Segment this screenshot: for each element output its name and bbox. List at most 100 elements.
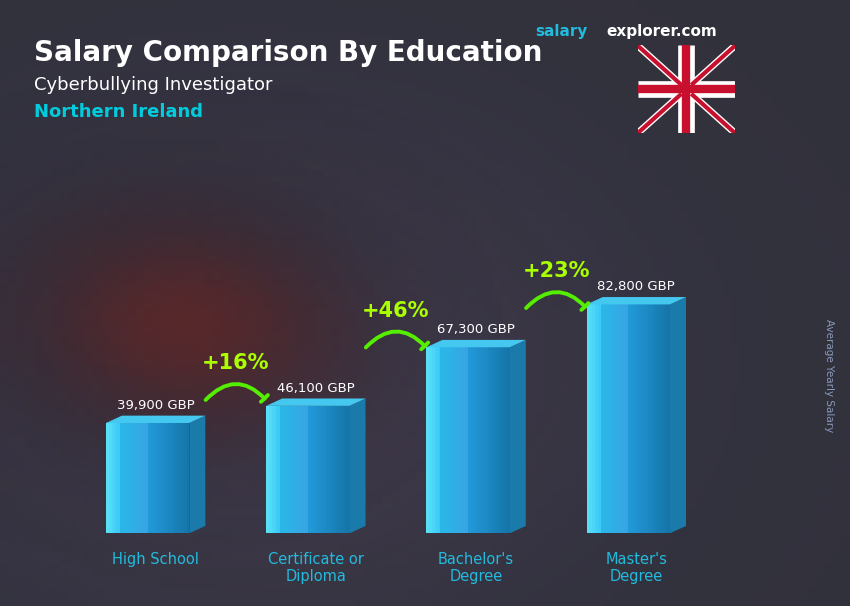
Text: 82,800 GBP: 82,800 GBP xyxy=(598,280,675,293)
Bar xyxy=(427,347,429,533)
Text: Certificate or
Diploma: Certificate or Diploma xyxy=(268,551,364,584)
Bar xyxy=(106,423,109,533)
Bar xyxy=(175,423,178,533)
Bar xyxy=(639,304,643,533)
Bar xyxy=(272,406,275,533)
Polygon shape xyxy=(190,416,206,533)
Bar xyxy=(117,423,120,533)
Bar xyxy=(305,406,308,533)
Bar xyxy=(451,347,454,533)
Bar xyxy=(164,423,167,533)
Bar xyxy=(126,423,128,533)
Text: 46,100 GBP: 46,100 GBP xyxy=(277,382,354,395)
Bar xyxy=(460,347,462,533)
Bar xyxy=(634,304,637,533)
Bar xyxy=(325,406,327,533)
Bar xyxy=(502,347,504,533)
Text: Northern Ireland: Northern Ireland xyxy=(34,103,203,121)
Bar xyxy=(654,304,656,533)
Bar xyxy=(283,406,286,533)
Bar xyxy=(139,423,142,533)
Bar xyxy=(438,347,440,533)
Bar xyxy=(468,347,471,533)
Bar xyxy=(280,406,283,533)
Bar xyxy=(156,423,159,533)
Polygon shape xyxy=(510,340,526,533)
Bar xyxy=(330,406,333,533)
Polygon shape xyxy=(427,340,526,347)
Bar xyxy=(601,304,603,533)
Bar xyxy=(338,406,341,533)
Bar xyxy=(288,406,292,533)
Bar xyxy=(471,347,473,533)
Text: 67,300 GBP: 67,300 GBP xyxy=(437,323,515,336)
Bar xyxy=(186,423,190,533)
Bar xyxy=(266,406,269,533)
Bar xyxy=(122,423,126,533)
Bar xyxy=(333,406,336,533)
Text: salary: salary xyxy=(536,24,588,39)
Bar xyxy=(631,304,634,533)
Text: Cyberbullying Investigator: Cyberbullying Investigator xyxy=(34,76,273,94)
Bar xyxy=(645,304,648,533)
Bar xyxy=(153,423,156,533)
Bar xyxy=(443,347,446,533)
Bar xyxy=(322,406,325,533)
Text: +46%: +46% xyxy=(362,301,430,321)
Bar xyxy=(128,423,131,533)
Bar xyxy=(292,406,294,533)
Bar xyxy=(648,304,650,533)
Bar xyxy=(446,347,449,533)
Bar xyxy=(586,304,589,533)
Bar xyxy=(609,304,612,533)
Bar xyxy=(142,423,145,533)
Bar xyxy=(308,406,310,533)
Bar xyxy=(159,423,162,533)
Bar xyxy=(133,423,137,533)
Text: Salary Comparison By Education: Salary Comparison By Education xyxy=(34,39,542,67)
Bar xyxy=(432,347,434,533)
Bar xyxy=(275,406,277,533)
Bar xyxy=(484,347,488,533)
Bar xyxy=(449,347,451,533)
Bar xyxy=(167,423,170,533)
Bar xyxy=(493,347,496,533)
Bar xyxy=(457,347,460,533)
Bar xyxy=(114,423,117,533)
Bar xyxy=(440,347,443,533)
Text: Bachelor's
Degree: Bachelor's Degree xyxy=(438,551,514,584)
Bar xyxy=(604,304,606,533)
Bar xyxy=(336,406,338,533)
Polygon shape xyxy=(670,297,686,533)
Bar xyxy=(131,423,133,533)
Bar xyxy=(269,406,272,533)
Bar xyxy=(310,406,314,533)
Bar xyxy=(589,304,592,533)
Bar xyxy=(612,304,615,533)
Bar xyxy=(490,347,493,533)
Bar xyxy=(606,304,609,533)
Bar xyxy=(148,423,150,533)
Bar xyxy=(434,347,438,533)
Text: +16%: +16% xyxy=(202,353,269,373)
Bar xyxy=(592,304,595,533)
Bar xyxy=(344,406,347,533)
Text: +23%: +23% xyxy=(523,261,590,281)
Bar xyxy=(294,406,297,533)
Bar xyxy=(623,304,626,533)
Bar xyxy=(327,406,330,533)
Bar xyxy=(665,304,667,533)
Text: explorer.com: explorer.com xyxy=(606,24,717,39)
Bar xyxy=(184,423,186,533)
Bar xyxy=(314,406,316,533)
Bar xyxy=(507,347,510,533)
Bar xyxy=(626,304,628,533)
Bar xyxy=(482,347,484,533)
Bar xyxy=(488,347,490,533)
Bar xyxy=(454,347,457,533)
Bar xyxy=(111,423,114,533)
Bar xyxy=(178,423,181,533)
Bar xyxy=(109,423,111,533)
Bar xyxy=(650,304,654,533)
Bar xyxy=(620,304,623,533)
